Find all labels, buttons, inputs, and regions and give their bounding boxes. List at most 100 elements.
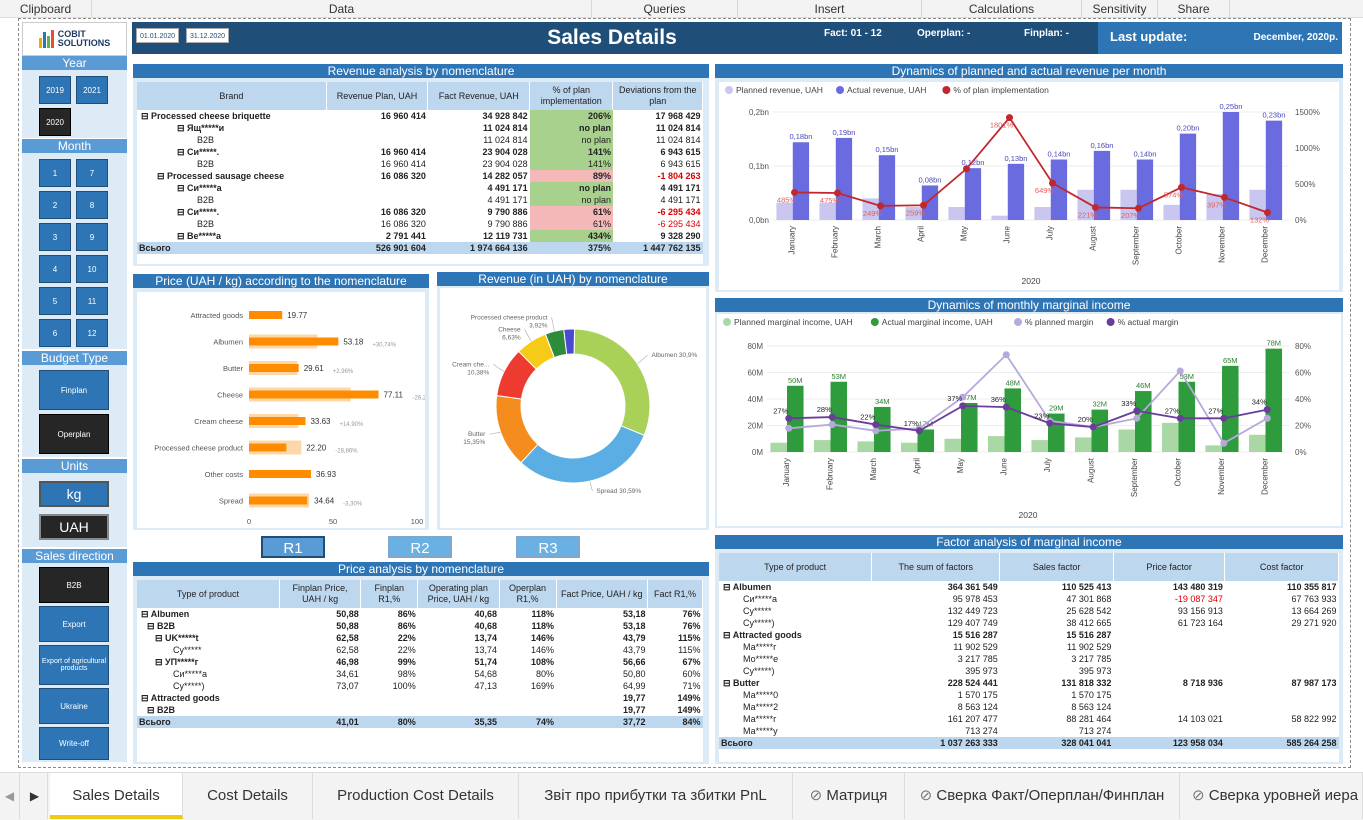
actual-label: 0,14bn	[1047, 150, 1070, 159]
year-2019-button[interactable]: 2019	[39, 76, 71, 104]
table-row[interactable]: ⊟ УП*****г 46,98 99% 51,74 108% 56,66 67%	[137, 656, 703, 668]
month-8-button[interactable]: 8	[76, 191, 108, 219]
tab-matrix[interactable]: ⊘ Матриця	[793, 773, 905, 819]
tab-production-cost-details[interactable]: Production Cost Details	[313, 773, 519, 819]
table-row[interactable]: ⊟ Attracted goods 15 516 287 15 516 287	[719, 629, 1339, 641]
ribbon-queries[interactable]: Queries	[592, 0, 738, 17]
ribbon-clipboard[interactable]: Clipboard	[0, 0, 92, 17]
x-tick: March	[874, 226, 883, 248]
month-12-button[interactable]: 12	[76, 319, 108, 347]
table-row[interactable]: ⊟ Albumen 50,88 86% 40,68 118% 53,18 76%	[137, 608, 703, 620]
table-row[interactable]: ⊟ Си*****. 16 086 320 9 790 886 61% -6 295 4…	[137, 206, 703, 218]
prev-tab-icon[interactable]: ◀	[0, 773, 20, 819]
tab-pnl[interactable]: Звіт про прибутки та збитки PnL	[519, 773, 793, 819]
actual-bar	[961, 402, 978, 452]
r2-button[interactable]: R2	[388, 536, 452, 558]
total-cell: 585 264 258	[1224, 737, 1339, 749]
table-cell: 62,58	[336, 645, 359, 655]
table-row[interactable]: ⊟ Processed sausage cheese 16 086 320 14 2…	[137, 170, 703, 182]
table-row[interactable]: Ма*****2 8 563 124 8 563 124	[719, 701, 1339, 713]
ribbon-calculations[interactable]: Calculations	[922, 0, 1082, 17]
ribbon-data[interactable]: Data	[92, 0, 592, 17]
table-row[interactable]: B2B 4 491 171 no plan 4 491 171	[137, 194, 703, 206]
r1-button[interactable]: R1	[261, 536, 325, 558]
date-from[interactable]: 01.01.2020	[136, 28, 180, 43]
slice-leader	[493, 364, 505, 372]
table-row[interactable]: B2B 16 960 414 23 904 028 141% 6 943 615	[137, 158, 703, 170]
month-4-button[interactable]: 4	[39, 255, 71, 283]
ribbon-sensitivity[interactable]: Sensitivity	[1082, 0, 1158, 17]
table-row[interactable]: ⊟ B2B 50,88 86% 40,68 118% 53,18 76%	[137, 620, 703, 632]
uah-button[interactable]: UAH	[39, 514, 109, 540]
tab-reconcile[interactable]: ⊘ Сверка Факт/Оперплан/Финплан	[905, 773, 1180, 819]
table-row[interactable]: B2B 11 024 814 no plan 11 024 814	[137, 134, 703, 146]
table-row[interactable]: Си*****а 34,61 98% 54,68 80% 50,80 60%	[137, 668, 703, 680]
tab-levels[interactable]: ⊘ Сверка уровней иера	[1180, 773, 1363, 819]
column-header: Fact Price, UAH / kg	[556, 580, 649, 608]
table-cell: 54,68	[474, 669, 498, 679]
month-7-button[interactable]: 7	[76, 159, 108, 187]
y2-tick: 1500%	[1295, 108, 1320, 117]
r3-button[interactable]: R3	[516, 536, 580, 558]
month-6-button[interactable]: 6	[39, 319, 71, 347]
table-row[interactable]: ⊟ Ве*****а 2 791 441 12 119 731 434% 9 328 2…	[137, 230, 703, 242]
table-row[interactable]: Ма*****у 713 274 713 274	[719, 725, 1339, 737]
table-row[interactable]: Ма*****0 1 570 175 1 570 175	[719, 689, 1339, 701]
year-2021-button[interactable]: 2021	[76, 76, 108, 104]
table-row[interactable]: ⊟ Albumen 364 361 549 110 525 413 143 480 3…	[719, 581, 1339, 593]
tab-sales-details[interactable]: Sales Details	[50, 773, 183, 819]
table-cell	[418, 692, 499, 704]
table-cell	[1225, 701, 1339, 713]
sales-writeoff-button[interactable]: Write-off	[39, 727, 109, 760]
legend-swatch	[942, 86, 951, 94]
ribbon-share[interactable]: Share	[1158, 0, 1230, 17]
date-to[interactable]: 31.12.2020	[186, 28, 230, 43]
month-10-button[interactable]: 10	[76, 255, 108, 283]
month-9-button[interactable]: 9	[76, 223, 108, 251]
table-row[interactable]: ⊟ B2B 19,77 149%	[137, 704, 703, 716]
table-row[interactable]: ⊟ Ящ*****и 11 024 814 no plan 11 024 814	[137, 122, 703, 134]
month-3-button[interactable]: 3	[39, 223, 71, 251]
table-cell: Су*****)	[173, 681, 205, 691]
kg-button[interactable]: kg	[39, 481, 109, 507]
month-2-button[interactable]: 2	[39, 191, 71, 219]
delta-label: +2,96%	[333, 369, 354, 375]
table-row[interactable]: Су*****) 395 973 395 973	[719, 665, 1339, 677]
month-5-button[interactable]: 5	[39, 287, 71, 315]
table-row[interactable]: ⊟ UK*****t 62,58 22% 13,74 146% 43,79 115%	[137, 632, 703, 644]
table-row[interactable]: Су*****) 73,07 100% 47,13 169% 64,99 71%	[137, 680, 703, 692]
plan-bar	[987, 436, 1005, 452]
year-2020-button[interactable]: 2020	[39, 108, 71, 136]
y-tick: 0,2bn	[749, 108, 769, 117]
table-cell: no plan	[529, 134, 613, 146]
donut-slice	[520, 425, 645, 484]
next-tab-icon[interactable]: ▶	[22, 773, 48, 819]
operplan-button[interactable]: Operplan	[39, 414, 109, 454]
month-1-button[interactable]: 1	[39, 159, 71, 187]
sales-b2b-button[interactable]: B2B	[39, 567, 109, 603]
table-row[interactable]: Су*****) 129 407 749 38 412 665 61 723 164 2…	[719, 617, 1339, 629]
table-row[interactable]: Ма*****г 11 902 529 11 902 529	[719, 641, 1339, 653]
table-row[interactable]: Мо*****е 3 217 785 3 217 785	[719, 653, 1339, 665]
table-row[interactable]: ⊟ Processed cheese briquette 16 960 414 34…	[137, 110, 703, 122]
tab-cost-details[interactable]: Cost Details	[183, 773, 313, 819]
table-row[interactable]: Су***** 132 449 723 25 628 542 93 156 913 13…	[719, 605, 1339, 617]
sales-ukraine-button[interactable]: Ukraine	[39, 688, 109, 724]
value-label: 53.18	[343, 338, 364, 347]
table-row[interactable]: ⊟ Си*****а 4 491 171 no plan 4 491 171	[137, 182, 703, 194]
sales-export-agri-button[interactable]: Export of agricultural products	[39, 645, 109, 685]
sales-export-button[interactable]: Export	[39, 606, 109, 642]
table-row[interactable]: ⊟ Attracted goods 19,77 149%	[137, 692, 703, 704]
table-cell: 9 790 886	[487, 219, 528, 229]
table-row[interactable]: Су***** 62,58 22% 13,74 146% 43,79 115%	[137, 644, 703, 656]
table-row[interactable]: ⊟ Си*****. 16 960 414 23 904 028 141% 6 943 …	[137, 146, 703, 158]
ribbon-insert[interactable]: Insert	[738, 0, 922, 17]
fact-price-bar	[249, 364, 299, 372]
table-row[interactable]: Си*****а 95 978 453 47 301 868 -19 087 347 6…	[719, 593, 1339, 605]
month-11-button[interactable]: 11	[76, 287, 108, 315]
finplan-button[interactable]: Finplan	[39, 370, 109, 410]
table-row[interactable]: ⊟ Butter 228 524 441 131 818 332 8 718 936 8…	[719, 677, 1339, 689]
table-row[interactable]: B2B 16 086 320 9 790 886 61% -6 295 434	[137, 218, 703, 230]
table-row[interactable]: Ма*****г 161 207 477 88 281 464 14 103 021 5…	[719, 713, 1339, 725]
x-tick: June	[999, 457, 1008, 475]
